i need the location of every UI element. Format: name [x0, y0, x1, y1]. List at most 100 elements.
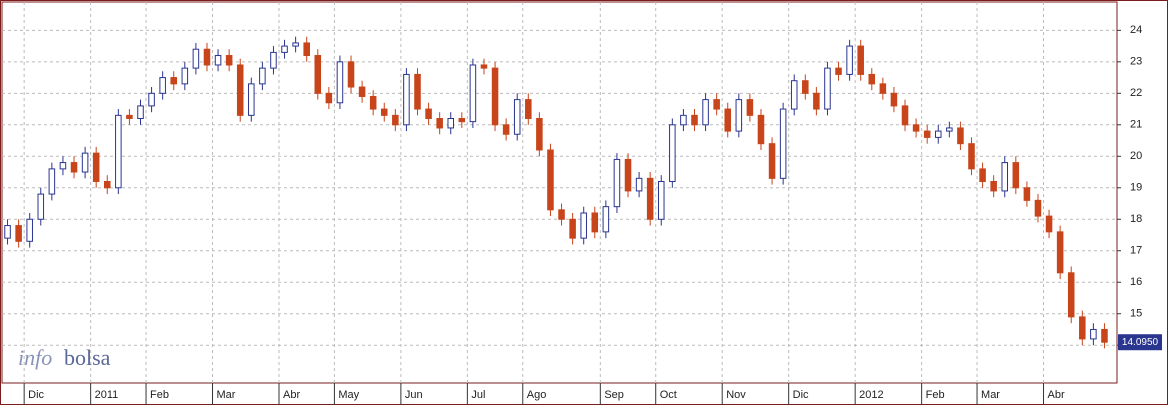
candle-body: [746, 99, 754, 116]
candle-body: [624, 158, 632, 192]
candle-body: [768, 143, 776, 179]
candle-body: [358, 86, 366, 97]
candle-body: [779, 108, 787, 179]
candle-body: [813, 92, 820, 110]
candle-body: [979, 168, 986, 182]
candle-body: [824, 67, 831, 110]
candle-body: [458, 118, 466, 123]
candle-body: [59, 162, 67, 170]
candle-body: [802, 80, 809, 94]
candle-body: [236, 64, 244, 116]
candle-body: [558, 209, 565, 220]
candle-body: [1012, 162, 1020, 189]
x-tick-label: Jun: [405, 389, 423, 401]
x-tick-label: Ago: [527, 389, 547, 401]
candle-body: [680, 114, 687, 126]
candle-body: [447, 118, 455, 129]
candle-body: [336, 61, 344, 104]
candle-body: [1090, 328, 1097, 340]
plot-area: [1, 1, 1118, 384]
candle-body: [857, 45, 864, 75]
y-tick-label: 20: [1130, 150, 1142, 162]
x-tick-label: Dic: [793, 389, 809, 401]
candle-body: [4, 225, 11, 239]
candle-body: [15, 225, 22, 242]
candle-body: [148, 92, 155, 107]
candle-body: [281, 45, 288, 53]
x-tick-label: Mar: [217, 389, 236, 401]
candle-body: [912, 124, 920, 132]
candle-body: [957, 127, 964, 145]
x-tick-label: Feb: [150, 389, 169, 401]
candle-body: [170, 77, 178, 85]
candle-body: [757, 114, 765, 145]
last-price-box: [1118, 334, 1162, 351]
x-tick-label: Nov: [726, 389, 746, 401]
candle-body: [314, 55, 322, 94]
candle-body: [1101, 328, 1108, 343]
candle-body: [480, 64, 488, 69]
candle-body: [846, 45, 853, 75]
y-tick-label: 16: [1130, 276, 1142, 288]
y-tick-label: 21: [1130, 119, 1142, 131]
candle-body: [225, 55, 233, 66]
candle-body: [835, 67, 842, 75]
candle-body: [92, 152, 100, 182]
candle-body: [713, 99, 720, 110]
last-price-label: 14.0950: [1122, 337, 1159, 348]
x-tick-label: 2012: [859, 389, 883, 401]
candle-body: [369, 95, 377, 110]
candle-body: [392, 114, 399, 126]
candle-body: [181, 67, 189, 85]
x-tick-label: 2011: [95, 389, 119, 401]
candle-body: [1034, 199, 1042, 217]
candle-body: [37, 193, 45, 220]
candle-body: [934, 130, 942, 138]
x-tick-label: Jul: [471, 389, 485, 401]
y-tick-label: 22: [1130, 87, 1142, 99]
candle-body: [702, 99, 709, 126]
x-tick-label: Feb: [926, 389, 945, 401]
candle-body: [469, 64, 477, 123]
y-tick-label: 18: [1130, 213, 1142, 225]
x-tick-label: Abr: [283, 389, 300, 401]
candle-body: [890, 92, 898, 107]
candle-body: [1023, 187, 1031, 201]
candle-body: [1067, 272, 1075, 318]
candle-body: [126, 114, 133, 120]
candle-body: [1045, 215, 1053, 233]
candle-body: [536, 118, 543, 151]
candle-body: [879, 83, 887, 94]
candle-body: [259, 67, 266, 85]
candle-body: [380, 108, 388, 116]
candle-body: [137, 105, 144, 120]
candle-body: [425, 108, 432, 120]
candle-body: [724, 108, 732, 132]
candle-body: [70, 162, 78, 173]
candle-body: [547, 149, 554, 211]
candle-body: [203, 48, 211, 66]
watermark-bolsa: bolsa: [64, 345, 111, 370]
candle-body: [569, 218, 576, 239]
x-tick-label: Sep: [604, 389, 624, 401]
candle-body: [669, 124, 676, 182]
candle-body: [115, 114, 122, 189]
candle-body: [1056, 231, 1064, 274]
candle-body: [635, 177, 643, 192]
candle-body: [81, 152, 89, 173]
candle-body: [923, 130, 931, 138]
x-tick-label: Oct: [660, 389, 677, 401]
candle-body: [602, 206, 610, 233]
candle-body: [26, 218, 33, 242]
watermark-info: info: [18, 345, 52, 370]
candle-body: [1001, 162, 1009, 192]
candle-body: [646, 177, 654, 220]
candle-body: [580, 212, 587, 239]
candle-body: [347, 61, 355, 88]
candle-body: [968, 143, 975, 170]
candle-body: [403, 73, 410, 126]
candle-body: [990, 180, 997, 192]
candle-body: [513, 99, 521, 135]
candle-body: [491, 67, 499, 126]
